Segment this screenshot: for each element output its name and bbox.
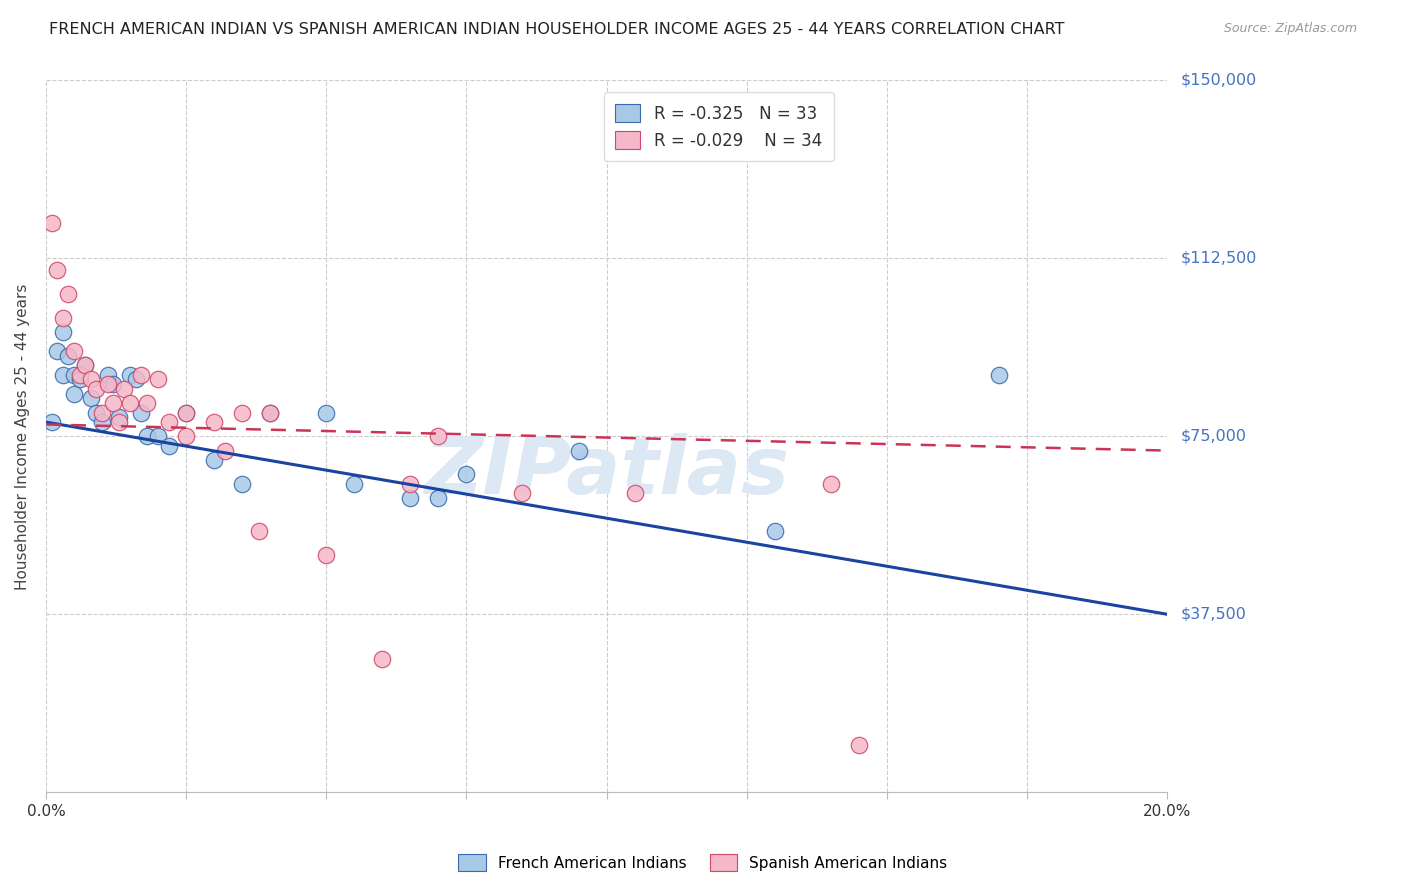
Point bbox=[58, 349, 80, 363]
Point bbox=[135, 429, 157, 443]
Point bbox=[512, 486, 534, 500]
Point bbox=[58, 287, 80, 301]
Point bbox=[124, 372, 146, 386]
Point bbox=[120, 396, 142, 410]
Point bbox=[202, 415, 225, 429]
Point bbox=[52, 325, 75, 339]
Point bbox=[231, 476, 253, 491]
Point bbox=[174, 406, 197, 420]
Point bbox=[86, 406, 108, 420]
Point bbox=[63, 386, 86, 401]
Point bbox=[157, 415, 180, 429]
Text: ZIPatlas: ZIPatlas bbox=[425, 433, 789, 511]
Point bbox=[820, 476, 842, 491]
Point bbox=[69, 372, 91, 386]
Point bbox=[52, 310, 75, 325]
Point bbox=[120, 368, 142, 382]
Point bbox=[108, 415, 131, 429]
Point bbox=[108, 410, 131, 425]
Text: FRENCH AMERICAN INDIAN VS SPANISH AMERICAN INDIAN HOUSEHOLDER INCOME AGES 25 - 4: FRENCH AMERICAN INDIAN VS SPANISH AMERIC… bbox=[49, 22, 1064, 37]
Point bbox=[103, 396, 125, 410]
Point bbox=[247, 524, 270, 539]
Point bbox=[848, 738, 870, 752]
Point bbox=[763, 524, 786, 539]
Point bbox=[343, 476, 366, 491]
Point bbox=[97, 377, 120, 392]
Point bbox=[988, 368, 1011, 382]
Point bbox=[129, 368, 152, 382]
Text: $37,500: $37,500 bbox=[1181, 607, 1247, 622]
Text: $150,000: $150,000 bbox=[1181, 73, 1257, 88]
Text: $112,500: $112,500 bbox=[1181, 251, 1257, 266]
Point bbox=[46, 263, 69, 277]
Point bbox=[567, 443, 589, 458]
Point bbox=[63, 343, 86, 358]
Point bbox=[231, 406, 253, 420]
Point bbox=[174, 429, 197, 443]
Point bbox=[146, 429, 169, 443]
Point bbox=[214, 443, 236, 458]
Point bbox=[456, 467, 478, 482]
Point bbox=[97, 368, 120, 382]
Point bbox=[202, 453, 225, 467]
Y-axis label: Householder Income Ages 25 - 44 years: Householder Income Ages 25 - 44 years bbox=[15, 283, 30, 590]
Point bbox=[69, 368, 91, 382]
Point bbox=[427, 429, 450, 443]
Point bbox=[80, 372, 103, 386]
Point bbox=[259, 406, 281, 420]
Point bbox=[114, 382, 136, 396]
Point bbox=[135, 396, 157, 410]
Point bbox=[80, 392, 103, 406]
Text: Source: ZipAtlas.com: Source: ZipAtlas.com bbox=[1223, 22, 1357, 36]
Point bbox=[86, 382, 108, 396]
Point bbox=[91, 415, 114, 429]
Point bbox=[371, 652, 394, 666]
Point bbox=[63, 368, 86, 382]
Point bbox=[41, 415, 63, 429]
Point bbox=[174, 406, 197, 420]
Legend: French American Indians, Spanish American Indians: French American Indians, Spanish America… bbox=[453, 848, 953, 877]
Point bbox=[427, 491, 450, 505]
Point bbox=[41, 216, 63, 230]
Text: $75,000: $75,000 bbox=[1181, 429, 1247, 444]
Point bbox=[623, 486, 645, 500]
Point bbox=[103, 377, 125, 392]
Point bbox=[52, 368, 75, 382]
Point bbox=[315, 548, 337, 562]
Point bbox=[399, 491, 422, 505]
Point bbox=[259, 406, 281, 420]
Point bbox=[146, 372, 169, 386]
Point bbox=[129, 406, 152, 420]
Point bbox=[91, 406, 114, 420]
Point bbox=[315, 406, 337, 420]
Point bbox=[46, 343, 69, 358]
Point bbox=[75, 358, 97, 372]
Legend: R = -0.325   N = 33, R = -0.029    N = 34: R = -0.325 N = 33, R = -0.029 N = 34 bbox=[603, 93, 834, 161]
Point bbox=[157, 439, 180, 453]
Point bbox=[399, 476, 422, 491]
Point bbox=[75, 358, 97, 372]
